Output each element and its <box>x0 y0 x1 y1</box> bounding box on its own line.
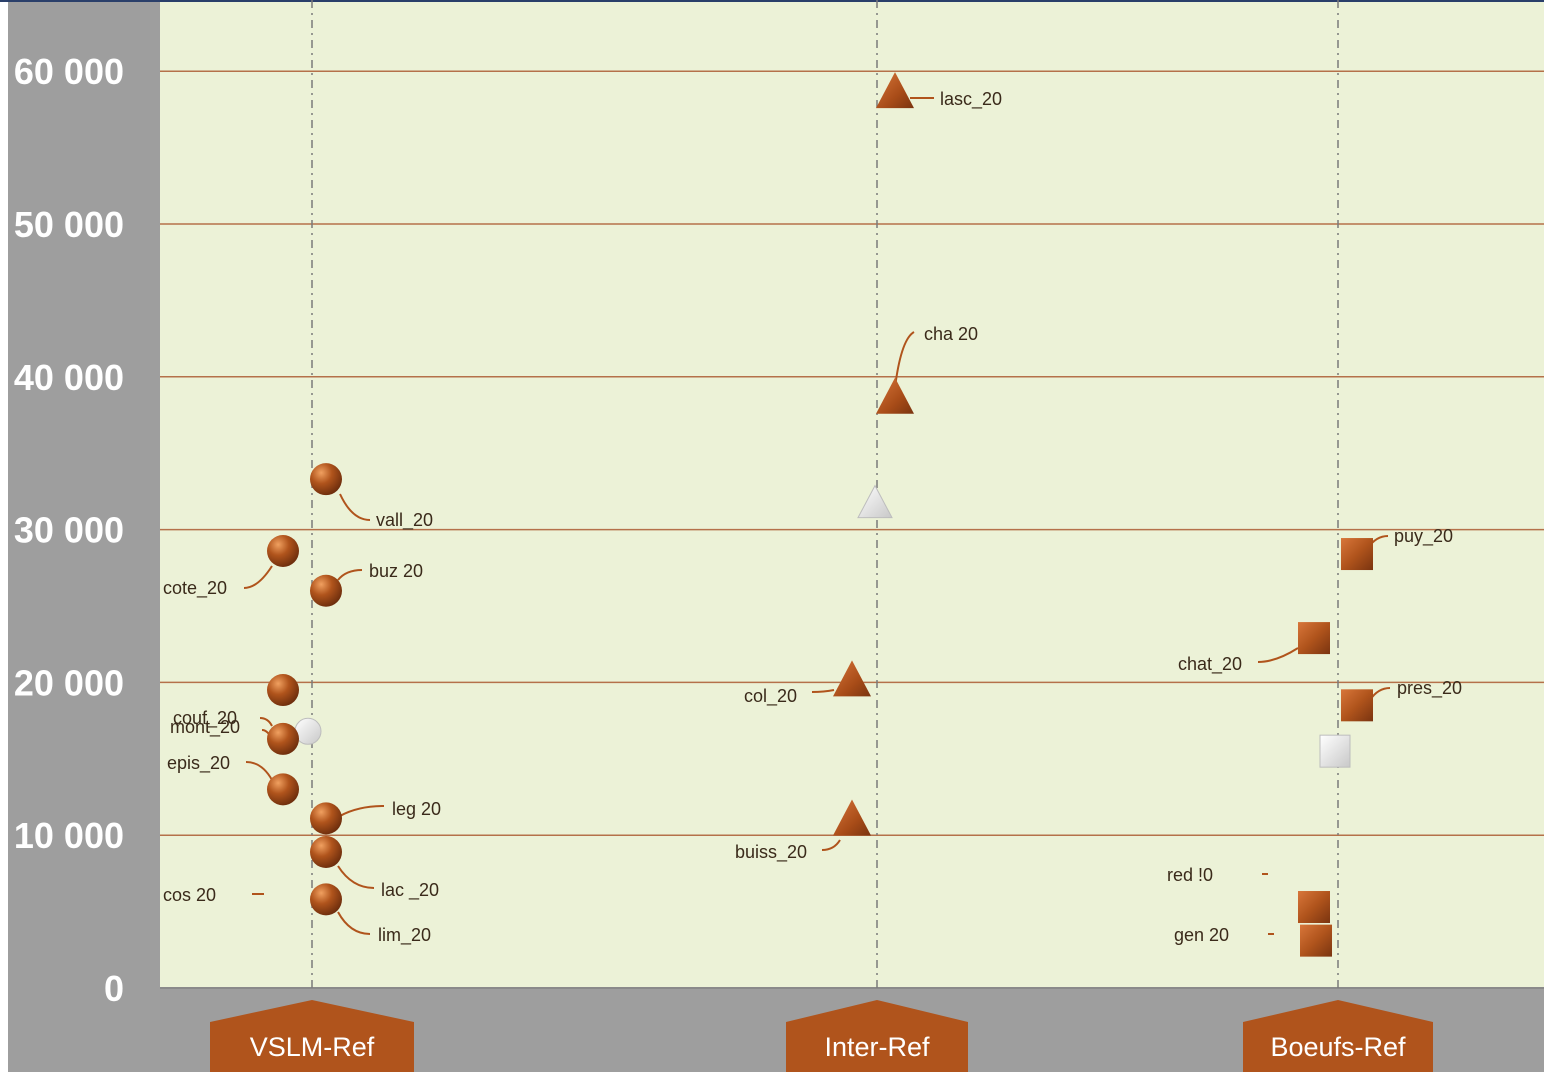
data-point-s2p3 <box>1298 891 1330 924</box>
data-point-s0p4 <box>267 722 299 755</box>
data-label-s0p0: vall_20 <box>376 510 433 531</box>
data-point-s2p4 <box>1300 924 1332 957</box>
data-point-s1p0 <box>876 72 914 109</box>
y-tick-label-3: 30 000 <box>14 510 124 551</box>
data-point-s2p1 <box>1298 622 1330 655</box>
data-label-s0p6: leg 20 <box>392 799 441 819</box>
data-label-s1p2: col_20 <box>744 686 797 707</box>
data-point-s0p6 <box>310 802 342 835</box>
y-tick-label-1: 10 000 <box>14 815 124 856</box>
data-label-s2p2: pres_20 <box>1397 678 1462 699</box>
data-point-s0p0 <box>310 463 342 496</box>
category-tag-1 <box>786 1000 968 1072</box>
data-label-s2p1: chat_20 <box>1178 654 1242 675</box>
data-point-s0p2 <box>310 574 342 607</box>
data-label-s0p5: epis_20 <box>167 753 230 774</box>
data-label-s1p3: buiss_20 <box>735 842 807 863</box>
plot-area <box>160 0 1544 988</box>
leader-line-s1p3 <box>821 839 841 851</box>
y-tick-label-5: 50 000 <box>14 204 124 245</box>
category-tag-2 <box>1243 1000 1433 1072</box>
data-label-s0p1: cote_20 <box>163 578 227 599</box>
category-label-1: Inter-Ref <box>824 1032 930 1062</box>
category-label-2: Boeufs-Ref <box>1270 1032 1406 1062</box>
leader-line-s0p6 <box>339 805 385 817</box>
leader-line-s0p3 <box>259 717 273 727</box>
data-point-s1p2 <box>833 660 871 697</box>
data-label-s0p8: lim_20 <box>378 925 431 946</box>
category-label-0: VSLM-Ref <box>250 1032 375 1062</box>
data-point-s0p3 <box>267 674 299 707</box>
data-point-s1p1 <box>876 377 914 414</box>
data-label-s2p4: gen 20 <box>1174 925 1229 945</box>
data-point-s0p5 <box>267 773 299 806</box>
leader-line-s0p5 <box>245 761 273 781</box>
y-tick-label-4: 40 000 <box>14 357 124 398</box>
leader-line-s0p2 <box>337 569 363 581</box>
data-point-s0p1 <box>267 534 299 567</box>
data-point-s0p7 <box>310 836 342 869</box>
data-point-s1p3 <box>833 799 871 836</box>
mean-marker-1 <box>857 484 893 519</box>
data-point-s0p8 <box>310 883 342 916</box>
data-label-s1p1: cha 20 <box>924 324 978 344</box>
data-label-s1p0: lasc_20 <box>940 89 1002 110</box>
leader-line-s2p1 <box>1257 647 1299 663</box>
leader-line-s0p8 <box>337 911 371 935</box>
y-tick-label-0: 0 <box>104 968 124 1009</box>
leader-line-s0p1 <box>243 565 273 589</box>
data-label-s2p3: red !0 <box>1167 865 1213 885</box>
data-label-s0p7: lac _20 <box>381 880 439 901</box>
left-margin-notch <box>0 310 8 610</box>
data-label-s0p2: buz 20 <box>369 561 423 581</box>
data-label-s2p0: puy_20 <box>1394 526 1453 547</box>
leader-line-s0p0 <box>339 493 371 521</box>
leader-line-s0p7 <box>337 865 375 889</box>
category-tag-0 <box>210 1000 414 1072</box>
leader-line-s1p2 <box>811 689 835 693</box>
data-label-s0p9: cos 20 <box>163 885 216 905</box>
y-tick-label-2: 20 000 <box>14 662 124 703</box>
y-tick-label-6: 60 000 <box>14 51 124 92</box>
data-label-s0p3: couf_20 <box>173 708 237 729</box>
bottom-margin-strip <box>8 1072 1544 1078</box>
data-label-s0p4: mont_20 <box>170 717 240 738</box>
mean-marker-2 <box>1319 734 1351 768</box>
data-point-s2p2 <box>1341 689 1373 722</box>
data-point-s2p0 <box>1341 538 1373 571</box>
